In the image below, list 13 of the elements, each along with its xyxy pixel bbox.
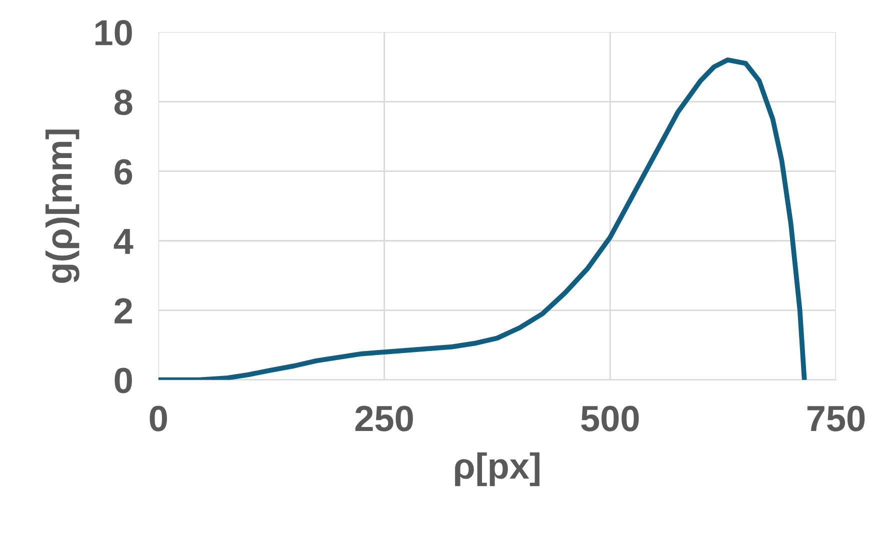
y-tick-label: 8: [114, 90, 132, 116]
line-series: [158, 57, 807, 380]
x-axis-title: ρ[px]: [455, 452, 540, 486]
y-tick-label: 2: [114, 298, 132, 324]
y-tick-label: 4: [114, 228, 134, 254]
x-tick-label: 750: [807, 406, 865, 432]
y-tick-label: 6: [114, 159, 132, 185]
x-tick-label: 500: [581, 406, 639, 432]
y-tick-label: 10: [96, 20, 132, 46]
y-axis-title: g(ρ)[mm]: [46, 130, 80, 283]
x-tick-label: 250: [355, 406, 413, 432]
y-tick-label: 0: [114, 368, 132, 394]
x-tick-label: 0: [150, 406, 167, 432]
